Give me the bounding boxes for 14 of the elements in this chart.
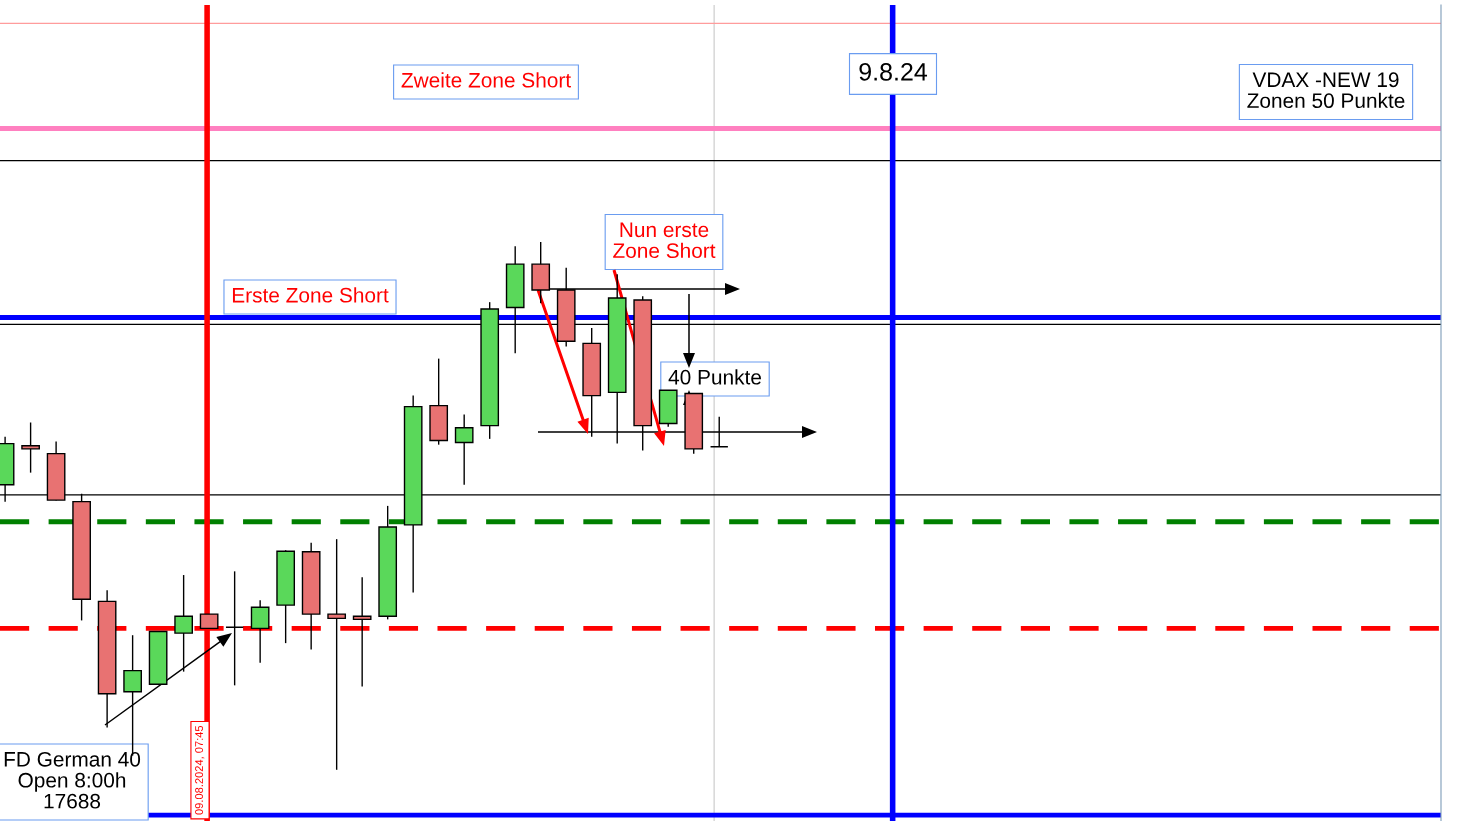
text: 9.8.24 bbox=[859, 63, 928, 81]
candlestick bbox=[454, 413, 474, 486]
annotation: FD German 40 Open 8:00h 17688 bbox=[4, 751, 141, 809]
annotation: Erste Zone Short bbox=[232, 287, 389, 303]
candlestick bbox=[327, 538, 347, 771]
text: VDAX -NEW 19 Zonen 50 Punkte bbox=[1247, 72, 1405, 109]
annotation: 40 Punkte bbox=[668, 369, 761, 385]
candlestick bbox=[225, 570, 245, 687]
text: Zweite Zone Short bbox=[401, 72, 571, 88]
candlestick bbox=[352, 576, 372, 688]
candlestick bbox=[250, 599, 270, 664]
annotation: Nun erste Zone Short bbox=[613, 222, 716, 259]
annotation: 09.08.2024, 07:45 bbox=[195, 725, 205, 815]
candlestick bbox=[21, 421, 40, 474]
